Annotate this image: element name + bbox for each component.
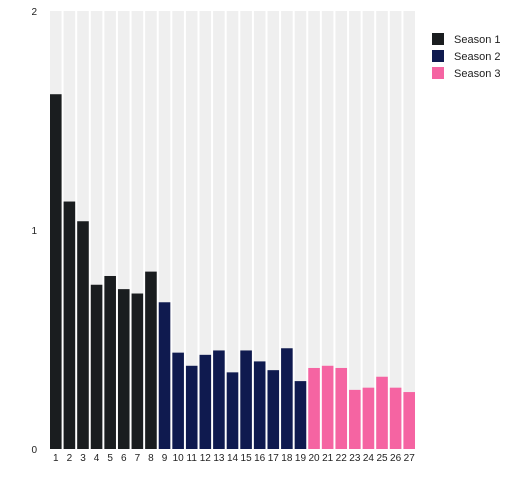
bar-episode-10 xyxy=(172,352,184,449)
bar-episode-25 xyxy=(376,376,388,449)
bar-episode-12 xyxy=(199,354,212,449)
column-background xyxy=(253,11,266,449)
bar-episode-3 xyxy=(77,221,89,449)
x-axis-tick-labels: 1 2 3 4 5 6 7 8 9 10 11 12 13 14 15 16 17 18 19 20 21 22 23 24 2… xyxy=(53,453,415,464)
legend: Season 1 Season 2 Season 3 xyxy=(432,33,500,80)
y-axis-tick-labels: 0 1 2 xyxy=(31,7,37,456)
legend-swatch xyxy=(432,50,444,62)
bar-episode-15 xyxy=(240,350,252,449)
x-tick-label: 4 xyxy=(94,453,100,464)
bar-episode-16 xyxy=(253,361,266,449)
bar-episode-11 xyxy=(185,365,198,449)
x-tick-label: 8 xyxy=(148,453,154,464)
bar-episode-21 xyxy=(321,365,334,449)
y-tick-label: 1 xyxy=(31,226,37,237)
x-tick-label: 10 xyxy=(173,453,185,464)
x-tick-label: 20 xyxy=(308,453,320,464)
legend-label: Season 2 xyxy=(454,51,500,63)
x-tick-label: 27 xyxy=(404,453,416,464)
bar-episode-7 xyxy=(131,293,144,449)
x-tick-label: 25 xyxy=(376,453,388,464)
column-background xyxy=(145,11,157,449)
bar-episode-23 xyxy=(349,389,361,449)
x-tick-label: 17 xyxy=(268,453,280,464)
x-tick-label: 18 xyxy=(281,453,293,464)
column-background xyxy=(185,11,198,449)
bar-episode-5 xyxy=(104,275,116,449)
column-background xyxy=(131,11,144,449)
bar-episode-17 xyxy=(267,370,280,449)
x-tick-label: 11 xyxy=(187,453,198,464)
x-tick-label: 12 xyxy=(200,453,212,464)
x-tick-label: 6 xyxy=(121,453,127,464)
column-background xyxy=(213,11,225,449)
column-background xyxy=(172,11,184,449)
column-background xyxy=(362,11,375,449)
bar-episode-4 xyxy=(90,284,103,449)
x-tick-label: 14 xyxy=(227,453,239,464)
x-tick-label: 1 xyxy=(53,453,59,464)
bars xyxy=(50,94,415,449)
bar-episode-22 xyxy=(335,367,348,449)
x-tick-label: 16 xyxy=(254,453,266,464)
x-tick-label: 21 xyxy=(322,453,334,464)
x-tick-label: 3 xyxy=(80,453,86,464)
column-background xyxy=(349,11,361,449)
legend-swatch xyxy=(432,33,444,45)
legend-label: Season 3 xyxy=(454,68,500,80)
bar-episode-26 xyxy=(389,387,402,449)
x-tick-label: 7 xyxy=(135,453,141,464)
column-background xyxy=(104,11,116,449)
column-background xyxy=(308,11,320,449)
y-tick-label: 2 xyxy=(31,7,37,18)
column-background xyxy=(267,11,280,449)
x-tick-label: 24 xyxy=(363,453,375,464)
x-tick-label: 9 xyxy=(162,453,168,464)
bar-episode-14 xyxy=(226,372,239,449)
bar-episode-24 xyxy=(362,387,375,449)
y-tick-label: 0 xyxy=(31,445,37,456)
bar-episode-18 xyxy=(281,348,293,449)
column-background xyxy=(199,11,212,449)
legend-swatch xyxy=(432,67,444,79)
bar-episode-9 xyxy=(158,302,171,449)
column-background xyxy=(403,11,415,449)
x-tick-label: 15 xyxy=(241,453,253,464)
x-tick-label: 2 xyxy=(67,453,73,464)
x-tick-label: 5 xyxy=(107,453,113,464)
x-tick-label: 19 xyxy=(295,453,307,464)
column-background xyxy=(90,11,103,449)
column-background xyxy=(117,11,130,449)
column-background xyxy=(376,11,388,449)
column-background xyxy=(294,11,307,449)
bar-episode-20 xyxy=(308,367,320,449)
column-backgrounds xyxy=(50,11,415,449)
bar-episode-2 xyxy=(63,201,76,449)
x-tick-label: 13 xyxy=(213,453,225,464)
bar-episode-27 xyxy=(403,392,415,449)
legend-label: Season 1 xyxy=(454,34,500,46)
column-background xyxy=(389,11,402,449)
x-tick-label: 26 xyxy=(390,453,402,464)
bar-episode-13 xyxy=(213,350,225,449)
column-background xyxy=(321,11,334,449)
column-background xyxy=(335,11,348,449)
column-background xyxy=(281,11,293,449)
bar-episode-19 xyxy=(294,381,307,449)
bar-episode-8 xyxy=(145,271,157,449)
column-background xyxy=(158,11,171,449)
bar-episode-1 xyxy=(50,94,62,449)
x-tick-label: 23 xyxy=(349,453,361,464)
column-background xyxy=(240,11,252,449)
bar-episode-6 xyxy=(117,289,130,449)
x-tick-label: 22 xyxy=(336,453,348,464)
column-background xyxy=(226,11,239,449)
